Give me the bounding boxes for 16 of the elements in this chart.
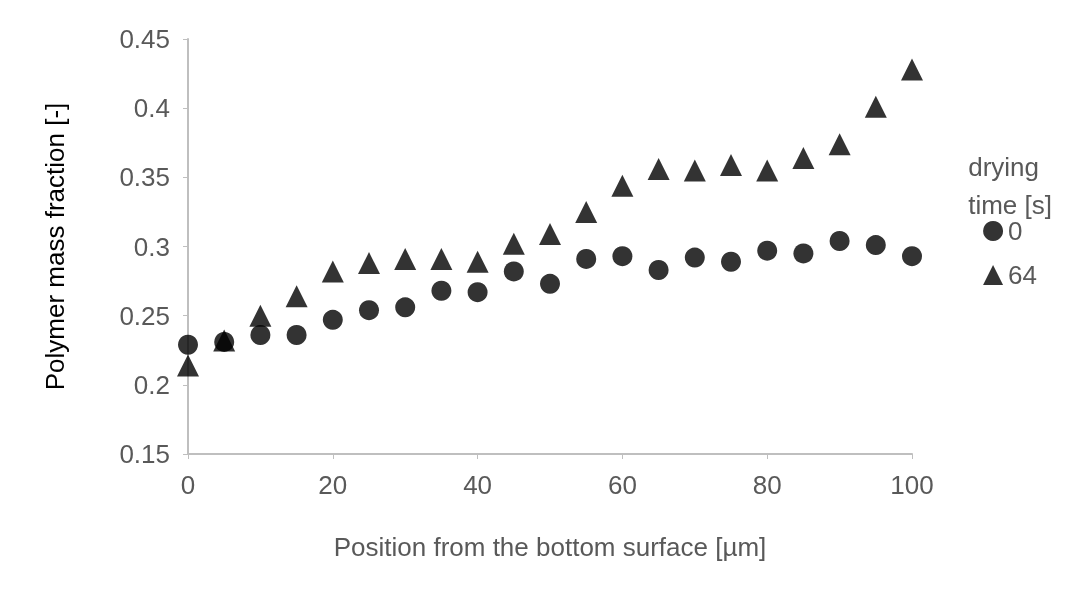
y-axis-title: Polymer mass fraction [-]	[40, 102, 70, 391]
legend-label: 64	[1008, 260, 1037, 290]
x-tick-label: 0	[180, 470, 196, 500]
x-tick-label: 80	[752, 470, 782, 500]
y-tick-label: 0.3	[133, 231, 170, 262]
x-tick-label: 100	[890, 470, 934, 500]
y-tick-label: 0.35	[119, 162, 170, 193]
y-tick-label: 0.15	[119, 439, 170, 469]
y-tick-label: 0.25	[119, 300, 170, 331]
x-tick-label: 20	[318, 470, 348, 500]
y-tick-label: 0.2	[133, 369, 170, 400]
x-axis-title: Position from the bottom surface [µm]	[333, 532, 767, 562]
x-tick-label: 40	[463, 470, 493, 500]
x-tick-label: 60	[607, 470, 637, 500]
y-tick-label: 0.4	[133, 93, 170, 124]
y-tick-label: 0.45	[119, 24, 170, 54]
